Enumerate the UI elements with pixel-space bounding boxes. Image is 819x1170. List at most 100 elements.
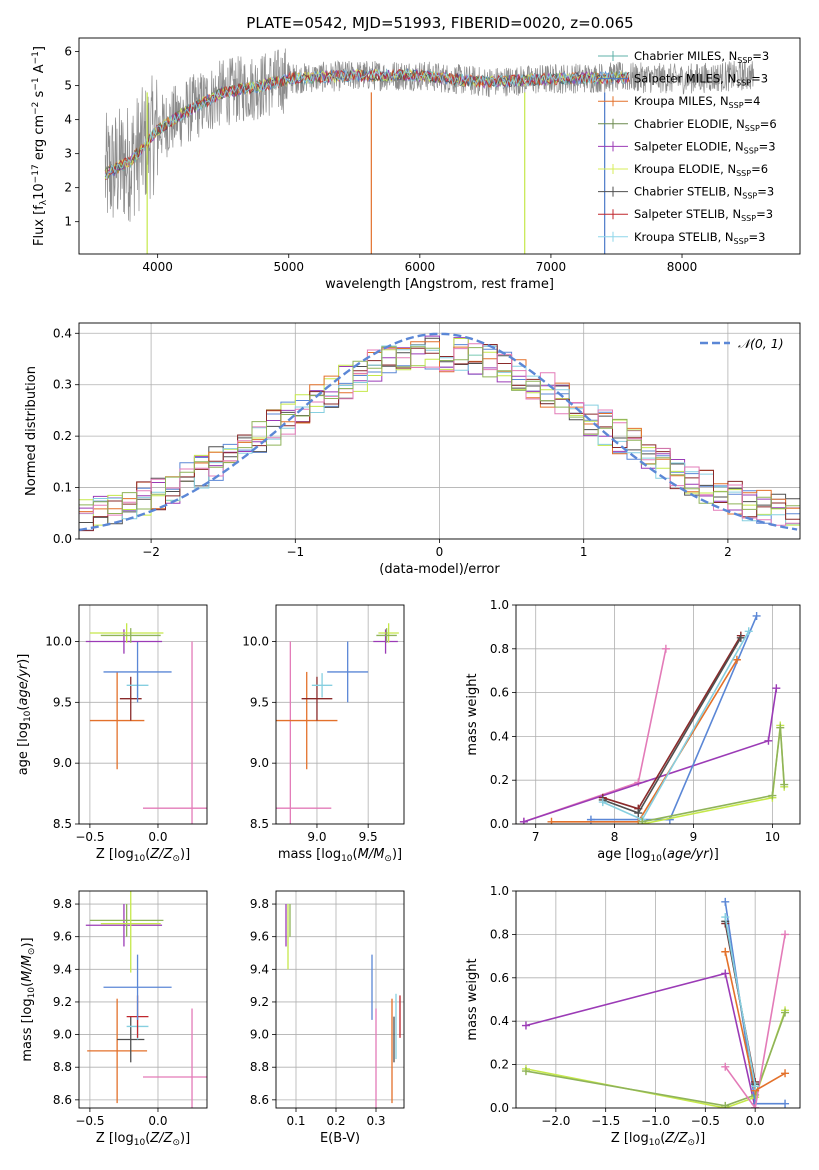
x-tick-label: −2.0 bbox=[541, 1114, 570, 1128]
mass-weight-series-line bbox=[602, 635, 742, 810]
legend-label: Kroupa STELIB, NSSP=3 bbox=[634, 230, 765, 246]
plot-area bbox=[104, 48, 755, 254]
y-tick-label: 0.6 bbox=[490, 971, 509, 985]
x-tick-label: 8000 bbox=[667, 260, 698, 274]
x-tick-label: 7 bbox=[532, 830, 540, 844]
x-tick-label: −0.5 bbox=[691, 1114, 720, 1128]
legend-label: 𝒩(0, 1) bbox=[738, 336, 784, 351]
y-tick-label: 0.8 bbox=[490, 927, 509, 941]
y-tick-label: 0.4 bbox=[490, 729, 509, 743]
x-tick-label: 0 bbox=[436, 545, 444, 559]
y-tick-label: 3 bbox=[64, 147, 72, 161]
y-tick-label: 0.0 bbox=[53, 532, 72, 546]
model-spectrum-line bbox=[105, 68, 630, 180]
panel-spectrum: 4000 5000 6000 7000 8000 1 2 3 4 5 6 wavelength [An… bbox=[31, 37, 801, 292]
x-tick-label: −2 bbox=[142, 545, 160, 559]
y-tick-label: 9.4 bbox=[53, 962, 72, 976]
axes-frame bbox=[515, 604, 801, 825]
mass-weight-point-marker bbox=[781, 930, 790, 939]
x-tick-label: 0.2 bbox=[326, 1114, 345, 1128]
mass-weight-point-marker bbox=[638, 817, 647, 824]
x-tick-label: 4000 bbox=[142, 260, 173, 274]
y-tick-label: 8.5 bbox=[250, 817, 269, 831]
x-axis-label: mass [log10(M/M⊙)] bbox=[278, 847, 402, 864]
panel-age_vs_mass: 9.0 9.5 8.5 9.0 9.5 10.0 mass [log10(M/M⊙)] bbox=[242, 604, 405, 864]
model-spectrum-line bbox=[104, 68, 630, 180]
x-tick-label: 0.0 bbox=[746, 1114, 765, 1128]
y-tick-label: 4 bbox=[64, 113, 72, 127]
y-tick-label: 8.6 bbox=[53, 1093, 72, 1107]
legend-label: Chabrier ELODIE, NSSP=6 bbox=[634, 117, 777, 133]
gaussian-curve-line bbox=[79, 332, 798, 532]
y-tick-label: 0.6 bbox=[490, 686, 509, 700]
x-tick-label: 7000 bbox=[536, 260, 567, 274]
mass-weight-series-line bbox=[525, 972, 756, 1108]
x-axis-label: age [log10(age/yr)] bbox=[597, 847, 719, 864]
panel-massweight_vs_Z: −2.0 −1.5 −1.0 −0.5 0.0 0.0 0.2 0.4 0.6 0.8 1.0 Z [… bbox=[465, 884, 801, 1148]
y-tick-label: 1.0 bbox=[490, 884, 509, 898]
x-tick-label: 1 bbox=[580, 545, 588, 559]
y-tick-label: 8.8 bbox=[53, 1060, 72, 1074]
y-tick-label: 1.0 bbox=[490, 598, 509, 612]
x-tick-label: −1 bbox=[286, 545, 304, 559]
y-tick-label: 0.0 bbox=[490, 1101, 509, 1115]
x-tick-label: −0.5 bbox=[75, 830, 104, 844]
x-tick-label: 10 bbox=[765, 830, 780, 844]
y-axis-label: Normed distribution bbox=[24, 366, 39, 496]
mass-weight-point-marker bbox=[721, 1062, 730, 1071]
mass-weight-point-marker bbox=[776, 723, 785, 732]
mass-weight-point-marker bbox=[781, 1069, 790, 1078]
mass-weight-point-marker bbox=[521, 1067, 530, 1076]
mass-weight-point-marker bbox=[721, 897, 730, 906]
y-axis-label: mass weight bbox=[465, 673, 480, 755]
x-axis-label: wavelength [Angstrom, rest frame] bbox=[325, 277, 554, 292]
y-tick-label: 5 bbox=[64, 79, 72, 93]
x-tick-label: 9 bbox=[690, 830, 698, 844]
mass-weight-series-line bbox=[724, 916, 756, 1087]
panel-mass_vs_EBV: 0.1 0.2 0.3 8.6 8.8 9.0 9.2 9.4 9.6 9.8 E(B-V) bbox=[250, 890, 405, 1146]
mass-weight-point-marker bbox=[751, 1082, 760, 1091]
y-tick-label: 6 bbox=[64, 45, 72, 59]
mass-weight-point-marker bbox=[721, 913, 730, 922]
residual-histogram-line bbox=[79, 346, 800, 514]
mass-weight-point-marker bbox=[736, 633, 745, 642]
axes-frame bbox=[275, 604, 405, 825]
y-tick-label: 0.2 bbox=[490, 1058, 509, 1072]
panel-mass_vs_Z: −0.5 0.0 8.6 8.8 9.0 9.2 9.4 9.6 9.8 Z [log10(Z/Z… bbox=[20, 890, 208, 1148]
mass-weight-point-marker bbox=[634, 809, 643, 818]
mass-weight-point-marker bbox=[721, 947, 730, 956]
x-axis-label: E(B-V) bbox=[320, 1131, 360, 1146]
x-tick-label: 2 bbox=[724, 545, 732, 559]
x-tick-label: 0.0 bbox=[148, 830, 167, 844]
y-tick-label: 0.3 bbox=[53, 378, 72, 392]
y-tick-label: 1 bbox=[64, 215, 72, 229]
x-tick-label: 0.1 bbox=[286, 1114, 305, 1128]
x-axis-label: Z [log10(Z/Z⊙)] bbox=[96, 1131, 190, 1148]
y-tick-label: 0.1 bbox=[53, 481, 72, 495]
residual-histogram-line bbox=[79, 343, 800, 526]
y-axis-label: Flux [fλ10−17 erg cm−2 s−1 A−1] bbox=[31, 46, 49, 246]
y-tick-label: 0.2 bbox=[53, 429, 72, 443]
y-tick-label: 9.0 bbox=[250, 756, 269, 770]
y-tick-label: 10.0 bbox=[45, 635, 72, 649]
x-tick-label: 8 bbox=[611, 830, 619, 844]
x-tick-label: 9.5 bbox=[359, 830, 378, 844]
axes-frame bbox=[515, 890, 801, 1109]
y-tick-label: 0.0 bbox=[490, 817, 509, 831]
y-tick-label: 9.6 bbox=[250, 930, 269, 944]
mass-weight-point-marker bbox=[519, 817, 528, 824]
x-tick-label: 0.0 bbox=[148, 1114, 167, 1128]
mass-weight-point-marker bbox=[732, 655, 741, 664]
legend-label: Chabrier MILES, NSSP=3 bbox=[634, 49, 769, 65]
mass-weight-series-line bbox=[724, 934, 786, 1108]
mass-weight-point-marker bbox=[721, 969, 730, 978]
mass-weight-point-marker bbox=[598, 798, 607, 807]
x-axis-label: Z [log10(Z/Z⊙)] bbox=[611, 1131, 705, 1148]
y-tick-label: 9.5 bbox=[250, 695, 269, 709]
x-axis-label: (data-model)/error bbox=[379, 562, 500, 577]
y-tick-label: 9.6 bbox=[53, 930, 72, 944]
figure-title: PLATE=0542, MJD=51993, FIBERID=0020, z=0… bbox=[246, 14, 633, 32]
mass-weight-point-marker bbox=[547, 817, 556, 824]
mass-weight-series-line bbox=[523, 648, 667, 823]
x-tick-label: 6000 bbox=[405, 260, 436, 274]
